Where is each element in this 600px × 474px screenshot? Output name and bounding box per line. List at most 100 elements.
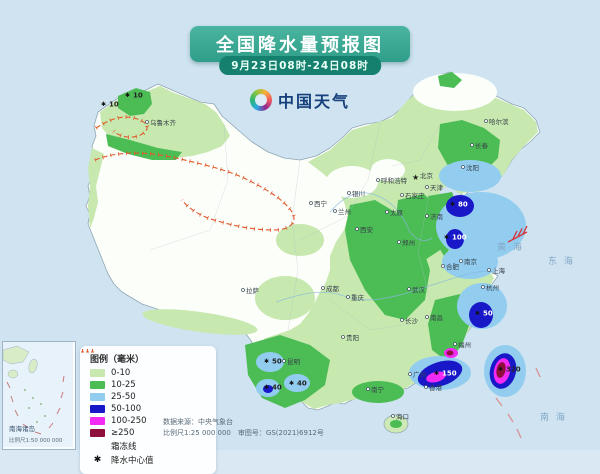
legend-title: 图例（毫米） bbox=[90, 355, 145, 365]
legend-frost-row: 霜冻线 bbox=[81, 349, 208, 452]
city-label: 南宁 bbox=[371, 385, 385, 394]
city-dot bbox=[484, 119, 488, 123]
city-dot bbox=[470, 143, 474, 147]
city-dot bbox=[309, 201, 313, 205]
sea-label: 南 海 bbox=[540, 411, 567, 423]
legend-item-label: 25-50 bbox=[111, 392, 136, 402]
city-dot bbox=[397, 240, 401, 244]
precip-center-icon: ✱ bbox=[498, 366, 503, 373]
china-weather-logo: 中国天气 bbox=[249, 88, 351, 112]
city-label: 呼和浩特 bbox=[381, 176, 408, 185]
precip-center-icon: ✱ bbox=[434, 370, 439, 377]
precip-center-value: 40 bbox=[272, 384, 282, 392]
city-label: 南昌 bbox=[430, 313, 443, 322]
scale-line: 比例尺1:25 000 000 审图号：GS(2021)6912号 bbox=[163, 428, 324, 437]
city-dot bbox=[425, 185, 429, 189]
city-label: 上海 bbox=[492, 266, 506, 275]
legend-item-label: 0-10 bbox=[111, 368, 131, 378]
city-label: 哈尔滨 bbox=[489, 117, 509, 126]
legend-swatch bbox=[90, 369, 105, 377]
rivers bbox=[275, 192, 497, 303]
precip-center-icon: ✱ bbox=[450, 201, 455, 208]
precip-center-value: 50 bbox=[483, 310, 493, 318]
precip-center-value: 50 bbox=[272, 358, 282, 366]
city-label: 郑州 bbox=[402, 239, 415, 247]
city-dot bbox=[424, 385, 428, 389]
city-dot bbox=[425, 214, 429, 218]
legend-frost-label: 霜冻线 bbox=[111, 442, 137, 452]
city-dot bbox=[145, 120, 149, 124]
legend-center-label: 降水中心值 bbox=[111, 456, 154, 466]
legend-item: 0-10 bbox=[90, 368, 208, 378]
city-label: 北京 bbox=[420, 171, 434, 180]
city-label: 天津 bbox=[430, 184, 444, 192]
precip-center-value: 10 bbox=[109, 101, 119, 109]
precip-250-layer bbox=[446, 350, 506, 378]
city-label: 杭州 bbox=[486, 283, 499, 292]
city-dot bbox=[347, 191, 351, 195]
city-label: 合肥 bbox=[446, 262, 460, 271]
legend-swatch bbox=[90, 405, 105, 413]
city-dot bbox=[366, 387, 370, 391]
city-dot bbox=[487, 268, 491, 272]
precip-center-value: 320 bbox=[506, 366, 521, 374]
city-dot bbox=[385, 210, 389, 214]
city-label: 成都 bbox=[326, 284, 340, 293]
city-dot bbox=[355, 227, 359, 231]
inset-taiwan bbox=[28, 358, 38, 374]
city-label: 福州 bbox=[458, 340, 471, 349]
inset-islands bbox=[24, 389, 46, 423]
province-borders bbox=[149, 121, 441, 331]
south-china-sea-inset: 南海诸岛 比例尺1:50 000 000 bbox=[2, 341, 76, 450]
inset-map bbox=[3, 342, 73, 447]
legend-swatch bbox=[90, 417, 105, 425]
legend-swatch bbox=[90, 429, 105, 437]
inset-label: 南海诸岛 bbox=[9, 425, 35, 433]
inset-scale: 比例尺1:50 000 000 bbox=[9, 438, 63, 444]
precip-center-value: 40 bbox=[297, 380, 307, 388]
capital-star-icon: ★ bbox=[412, 173, 419, 182]
legend-item: 10-25 bbox=[90, 380, 208, 390]
sea-label: 黄 海 bbox=[497, 241, 524, 253]
legend-item: 50-100 bbox=[90, 404, 208, 414]
city-dot bbox=[425, 315, 429, 319]
precip-center-icon: ✱ bbox=[289, 380, 294, 387]
city-label: 广州 bbox=[413, 370, 426, 379]
city-label: 西安 bbox=[360, 225, 374, 234]
city-label: 香港 bbox=[429, 383, 443, 392]
typhoon-symbol-icon bbox=[507, 225, 528, 243]
precip-center-icon: ✱ bbox=[475, 310, 480, 317]
precip-center-icon: ✱ bbox=[264, 358, 269, 365]
inset-hainan bbox=[7, 369, 19, 379]
city-label: 武汉 bbox=[412, 285, 426, 294]
precip-center-value: 10 bbox=[133, 92, 143, 100]
city-label: 石家庄 bbox=[405, 191, 425, 200]
city-dot bbox=[333, 209, 337, 213]
city-label: 昆明 bbox=[287, 358, 301, 366]
logo-text: 中国天气 bbox=[277, 92, 351, 111]
city-dot bbox=[346, 295, 350, 299]
legend-items: 0-10 10-25 25-50 50-100 100-250 ≥250 bbox=[90, 368, 208, 438]
city-dot bbox=[408, 372, 412, 376]
city-label: 长春 bbox=[475, 141, 489, 150]
city-dot bbox=[481, 285, 485, 289]
city-dot bbox=[453, 342, 457, 346]
legend-swatch bbox=[90, 393, 105, 401]
sea-label: 东 海 bbox=[548, 255, 575, 267]
city-label: 南京 bbox=[464, 257, 478, 266]
city-label: 西宁 bbox=[314, 199, 328, 208]
legend-item: 100-250 bbox=[90, 416, 208, 426]
city-label: 海口 bbox=[396, 412, 409, 421]
data-source-line: 数据来源：中央气象台 bbox=[163, 418, 233, 426]
city-dot bbox=[400, 193, 404, 197]
city-dot bbox=[407, 287, 411, 291]
legend-item-label: 50-100 bbox=[111, 404, 142, 414]
precip-center-value: 100 bbox=[452, 234, 467, 242]
city-label: 长沙 bbox=[405, 316, 419, 325]
city-dot bbox=[282, 359, 286, 363]
city-dot bbox=[459, 259, 463, 263]
city-dot bbox=[400, 318, 404, 322]
city-dot bbox=[241, 288, 245, 292]
city-label: 拉萨 bbox=[246, 286, 260, 295]
